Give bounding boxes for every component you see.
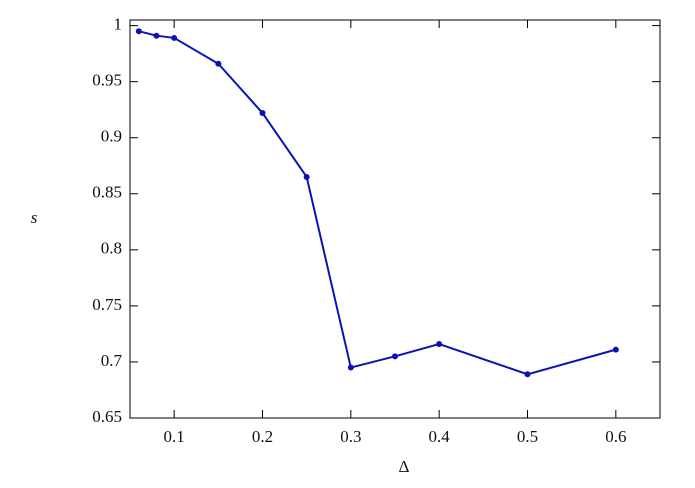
data-point	[303, 173, 310, 180]
data-point	[171, 34, 178, 41]
y-tick-label: 0.8	[101, 239, 122, 258]
data-point	[153, 32, 160, 39]
data-point	[392, 353, 398, 360]
y-tick-label: 0.7	[101, 351, 123, 370]
data-point	[524, 371, 531, 378]
series-line	[138, 30, 617, 376]
y-tick-label: 1	[114, 15, 123, 34]
x-tick-label: 0.1	[164, 427, 185, 446]
y-axis-label: s	[31, 208, 38, 227]
y-tick-label: 0.65	[92, 407, 122, 426]
x-tick-label: 0.5	[517, 427, 538, 446]
y-tick-label: 0.75	[92, 295, 122, 314]
y-tick-label: 0.95	[92, 71, 122, 90]
data-point	[215, 60, 222, 67]
data-point	[259, 110, 266, 117]
x-axis-label: Δ	[399, 457, 410, 476]
x-tick-label: 0.2	[252, 427, 273, 446]
data-point	[612, 346, 619, 353]
y-tick-label: 0.9	[101, 127, 122, 146]
data-point	[347, 364, 354, 371]
x-tick-label: 0.3	[340, 427, 361, 446]
y-tick-label: 0.85	[92, 183, 122, 202]
x-tick-label: 0.6	[605, 427, 626, 446]
plot-frame	[129, 19, 661, 419]
data-point	[135, 28, 142, 35]
x-tick-label: 0.4	[429, 427, 451, 446]
data-point	[436, 341, 443, 348]
